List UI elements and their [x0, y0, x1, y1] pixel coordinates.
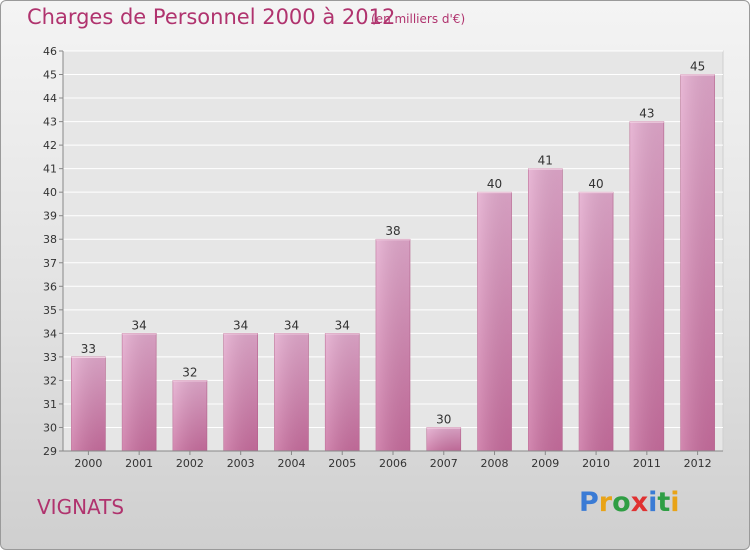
bar-shade — [172, 380, 207, 451]
bar-shade — [477, 192, 512, 452]
x-tick-label: 2007 — [430, 457, 458, 470]
bar-shade — [223, 333, 258, 451]
x-tick-label: 2003 — [227, 457, 255, 470]
proxiti-logo[interactable]: Proxiti — [579, 487, 680, 518]
data-label: 34 — [132, 318, 147, 332]
y-tick-label: 29 — [43, 445, 57, 458]
y-tick-label: 38 — [43, 233, 57, 246]
x-tick-label: 2000 — [74, 457, 102, 470]
y-tick-label: 40 — [43, 186, 57, 199]
brand-letter: x — [630, 487, 649, 518]
bar-shade — [579, 192, 614, 452]
y-tick-label: 45 — [43, 69, 57, 82]
bar-shade — [426, 427, 461, 451]
x-tick-label: 2011 — [633, 457, 661, 470]
brand-letter: t — [657, 487, 671, 518]
y-tick-label: 36 — [43, 280, 57, 293]
y-tick-label: 42 — [43, 139, 57, 152]
bar-shade — [325, 333, 360, 451]
data-label: 32 — [182, 365, 197, 379]
data-label: 40 — [487, 177, 502, 191]
brand-letter: r — [598, 487, 613, 518]
y-tick-label: 35 — [43, 304, 57, 317]
data-label: 38 — [385, 224, 400, 238]
data-label: 30 — [436, 412, 451, 426]
y-tick-label: 34 — [43, 327, 57, 340]
bar-shade — [680, 74, 715, 451]
y-tick-label: 32 — [43, 374, 57, 387]
chart-subtitle: (en milliers d'€) — [371, 12, 466, 26]
y-tick-label: 39 — [43, 210, 57, 223]
x-tick-label: 2001 — [125, 457, 153, 470]
x-tick-label: 2010 — [582, 457, 610, 470]
bar-shade — [274, 333, 309, 451]
y-tick-label: 41 — [43, 163, 57, 176]
data-label: 33 — [81, 342, 96, 356]
x-tick-label: 2005 — [328, 457, 356, 470]
bar-shade — [71, 356, 106, 451]
y-tick-label: 37 — [43, 257, 57, 270]
data-label: 34 — [233, 318, 248, 332]
chart-title: Charges de Personnel 2000 à 2012 — [27, 5, 396, 29]
y-tick-label: 31 — [43, 398, 57, 411]
x-tick-label: 2004 — [277, 457, 305, 470]
bar-shade — [376, 239, 410, 451]
data-label: 45 — [690, 60, 705, 74]
bar-shade — [122, 333, 157, 451]
brand-letter: o — [612, 487, 631, 518]
brand-letter: P — [579, 487, 599, 518]
y-tick-label: 30 — [43, 421, 57, 434]
x-tick-label: 2006 — [379, 457, 407, 470]
brand-letter: i — [648, 487, 658, 518]
bar-shade — [629, 121, 664, 452]
x-tick-label: 2002 — [176, 457, 204, 470]
x-tick-label: 2012 — [684, 457, 712, 470]
x-tick-label: 2009 — [531, 457, 559, 470]
data-label: 43 — [639, 107, 654, 121]
data-label: 34 — [284, 318, 299, 332]
commune-name: VIGNATS — [37, 495, 125, 519]
data-label: 40 — [588, 177, 603, 191]
data-label: 41 — [538, 154, 553, 168]
y-tick-label: 46 — [43, 45, 57, 58]
x-tick-label: 2008 — [481, 457, 509, 470]
data-label: 34 — [335, 318, 350, 332]
brand-letter: i — [670, 487, 680, 518]
bar-shade — [528, 168, 563, 451]
y-tick-label: 44 — [43, 92, 57, 105]
y-tick-label: 43 — [43, 116, 57, 129]
y-tick-label: 33 — [43, 351, 57, 364]
